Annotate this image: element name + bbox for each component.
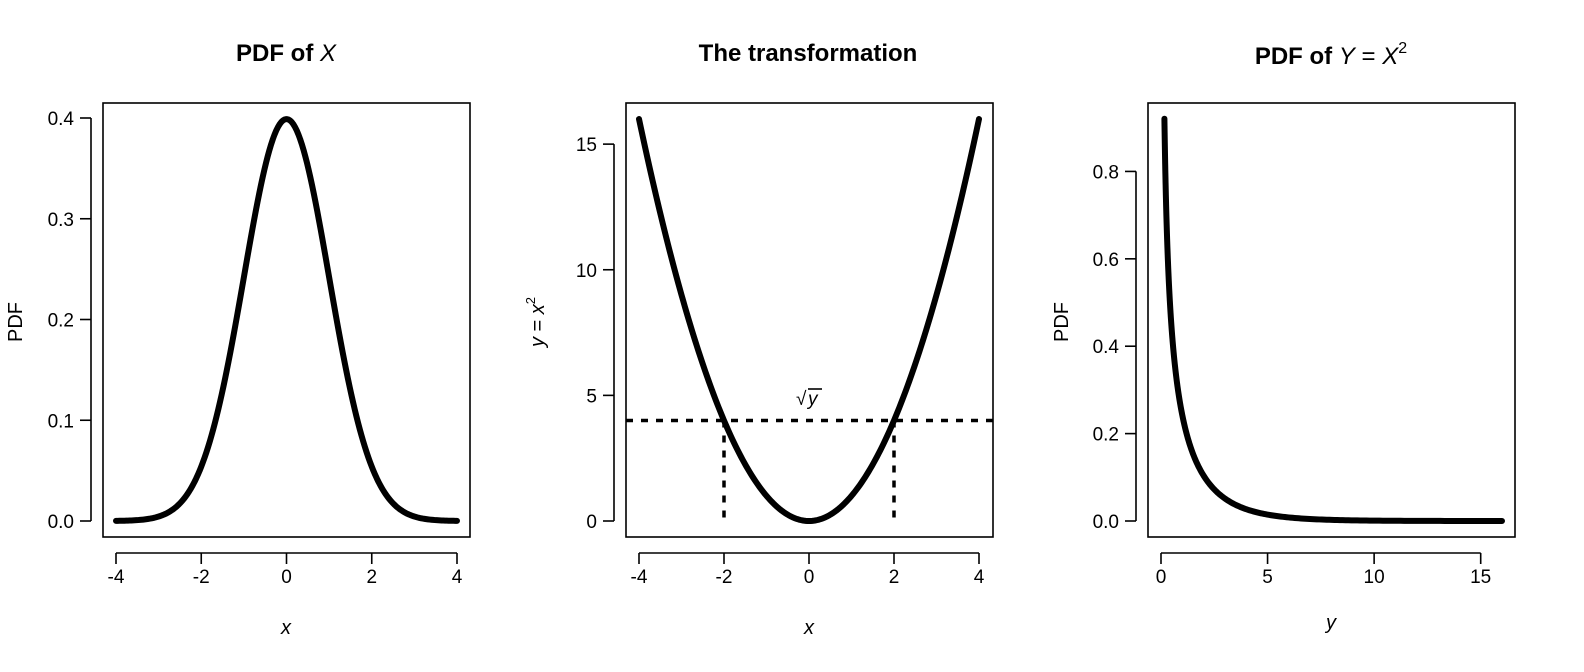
panel3-pdf-curve [1161, 115, 1505, 524]
panel-pdf-y: PDF of Y = X2 0 5 10 15 0.0 0.2 0.4 0.6 0.8 y P… [1051, 40, 1516, 634]
x-tick-label: -4 [108, 567, 125, 588]
x-tick-label: 10 [1364, 567, 1385, 588]
y-tick-label: 0.0 [48, 512, 74, 533]
y-tick-label: 0.1 [48, 411, 74, 432]
panel3-x-label: y [1324, 612, 1337, 634]
panel-pdf-x: PDF of X -4 -2 0 2 4 0.0 0.1 0.2 0.3 0.4 x PDF [5, 40, 471, 639]
x-tick-label: 5 [1262, 567, 1273, 588]
x-tick-label: 4 [974, 567, 985, 588]
y-tick-label: 15 [576, 135, 597, 156]
x-tick-label: 0 [804, 567, 815, 588]
panel1-title: PDF of X [236, 40, 337, 67]
x-tick-label: 0 [1156, 567, 1167, 588]
x-tick-label: -2 [716, 567, 733, 588]
y-tick-label: 0.6 [1093, 250, 1119, 271]
panel1-x-label: x [280, 617, 292, 639]
y-tick-label: 5 [586, 386, 597, 407]
panel2-x-axis: -4 -2 0 2 4 [631, 552, 985, 588]
panel2-title: The transformation [699, 40, 918, 67]
panel3-plot-frame [1147, 102, 1516, 538]
y-tick-label: 0.2 [48, 311, 74, 332]
panel3-y-label: PDF [1051, 302, 1073, 342]
y-tick-label: 0.0 [1093, 512, 1119, 533]
panel1-normal-pdf-curve [113, 116, 460, 524]
x-tick-label: -2 [193, 567, 210, 588]
y-tick-label: 0.4 [48, 109, 75, 130]
panel2-y-axis: 0 5 10 15 [576, 135, 615, 533]
x-tick-label: 0 [281, 567, 292, 588]
panel2-y-label: y = x2 [523, 297, 549, 349]
panel2-sqrt-annotation: √ y [796, 388, 822, 410]
panel1-x-axis: -4 -2 0 2 4 [108, 552, 463, 588]
panel3-y-axis: 0.0 0.2 0.4 0.6 0.8 [1093, 162, 1137, 533]
panel1-y-axis: 0.0 0.1 0.2 0.3 0.4 [48, 109, 92, 533]
y-tick-label: 0.8 [1093, 162, 1119, 183]
y-tick-label: 0.4 [1093, 337, 1120, 358]
sqrt-annotation-var: y [806, 389, 819, 410]
panel1-plot-frame [102, 102, 471, 538]
panel2-x-label: x [803, 617, 815, 639]
panel3-title: PDF of Y = X2 [1255, 40, 1407, 70]
panel2-parabola-curve [636, 116, 982, 524]
x-tick-label: 4 [452, 567, 463, 588]
y-tick-label: 0.3 [48, 210, 74, 231]
x-tick-label: 2 [889, 567, 900, 588]
y-tick-label: 10 [576, 261, 597, 282]
panel1-y-label: PDF [5, 302, 27, 342]
y-tick-label: 0.2 [1093, 425, 1119, 446]
panel3-x-axis: 0 5 10 15 [1156, 552, 1491, 588]
x-tick-label: 2 [366, 567, 377, 588]
panel2-plot-frame [625, 102, 994, 538]
sqrt-symbol: √ [796, 389, 807, 410]
x-tick-label: -4 [631, 567, 648, 588]
x-tick-label: 15 [1470, 567, 1491, 588]
y-tick-label: 0 [586, 512, 597, 533]
